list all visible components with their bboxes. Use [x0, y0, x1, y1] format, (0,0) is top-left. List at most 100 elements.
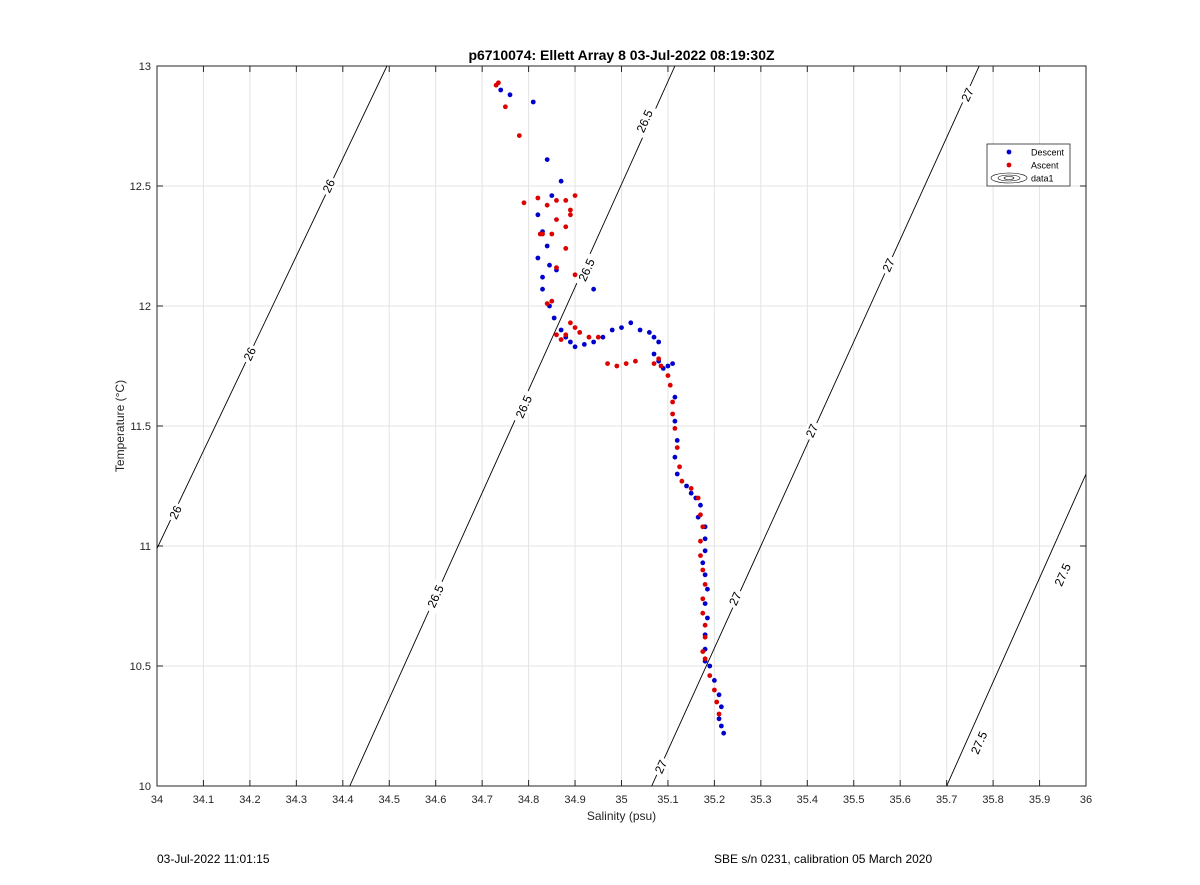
- contour-label: 26.5: [573, 252, 600, 288]
- descent-point: [698, 502, 703, 508]
- contour-label-bg: [422, 578, 449, 614]
- descent-point: [721, 730, 727, 736]
- contour-label-bg: [801, 419, 823, 442]
- descent-point: [651, 334, 657, 340]
- descent-point: [665, 363, 671, 369]
- ascent-point: [702, 634, 708, 640]
- ascent-point: [700, 610, 706, 616]
- descent-point: [702, 536, 708, 542]
- descent-point: [558, 178, 564, 184]
- ascent-point: [714, 699, 720, 705]
- descent-point: [688, 490, 694, 496]
- y-tick-label: 10.5: [130, 661, 151, 673]
- y-tick-label: 11: [140, 541, 151, 553]
- ascent-point: [568, 320, 573, 326]
- descent-point: [530, 99, 536, 105]
- ascent-point: [563, 198, 569, 203]
- ascent-point: [554, 265, 559, 270]
- descent-point: [544, 157, 550, 163]
- legend-marker-descent: [1006, 149, 1012, 155]
- descent-point: [540, 274, 545, 280]
- ascent-point: [572, 193, 578, 199]
- descent-point: [672, 454, 678, 460]
- descent-point: [670, 361, 675, 366]
- descent-point: [705, 615, 710, 621]
- y-axis-label: Temperature (°C): [113, 380, 127, 472]
- descent-point: [572, 344, 578, 350]
- contour-label-text: 26: [241, 345, 260, 363]
- descent-point: [609, 327, 615, 333]
- ascent-point: [544, 202, 550, 208]
- contour-label-bg: [1049, 557, 1076, 593]
- contour-label: 27: [957, 83, 978, 106]
- ascent-point: [605, 361, 610, 366]
- contour-label-bg: [165, 501, 186, 524]
- footer-date: 03-Jul-2022 11:01:15: [157, 852, 270, 866]
- descent-point: [507, 92, 513, 98]
- descent-point: [674, 471, 680, 477]
- ascent-point: [554, 198, 559, 203]
- contour-label-text: 27: [958, 86, 976, 104]
- contour-label-text: 27: [652, 758, 670, 776]
- density-contour: [157, 66, 388, 549]
- y-tick-label: 13: [139, 61, 151, 73]
- ascent-point: [702, 622, 708, 628]
- x-tick-label: 34.9: [564, 794, 585, 806]
- ascent-point: [614, 363, 620, 369]
- descent-point: [684, 483, 689, 489]
- descent-point: [540, 286, 545, 292]
- ascent-point: [563, 224, 569, 230]
- ascent-point: [563, 332, 569, 338]
- ascent-point: [568, 212, 573, 218]
- ascent-point: [623, 361, 629, 366]
- ascent-point: [679, 478, 685, 484]
- density-contour: [349, 66, 676, 786]
- descent-point: [700, 560, 706, 566]
- chart-title: p6710074: Ellett Array 8 03-Jul-2022 08:…: [468, 47, 775, 63]
- descent-point: [702, 548, 708, 554]
- ascent-point: [535, 195, 541, 201]
- contour-label: 26: [165, 501, 186, 524]
- contour-label: 26: [318, 174, 340, 198]
- descent-point: [547, 262, 552, 268]
- ascent-point: [707, 673, 713, 678]
- descent-point: [628, 320, 634, 326]
- descent-point: [558, 327, 564, 333]
- y-tick-label: 12: [139, 301, 151, 313]
- x-tick-label: 34.8: [518, 794, 539, 806]
- ascent-point: [670, 411, 675, 417]
- descent-point: [672, 394, 678, 400]
- contour-label-bg: [725, 587, 746, 610]
- ascent-point: [700, 596, 706, 602]
- legend-label-data1: data1: [1031, 174, 1054, 184]
- ascent-point: [572, 272, 578, 278]
- descent-point: [705, 586, 710, 592]
- ascent-point: [716, 711, 722, 717]
- x-tick-label: 34.3: [286, 794, 307, 806]
- ascent-point: [554, 332, 559, 338]
- descent-point: [581, 342, 587, 347]
- ascent-point: [563, 246, 569, 251]
- ascent-point: [656, 356, 662, 362]
- contour-label-bg: [966, 725, 993, 761]
- ascent-point: [672, 426, 678, 431]
- x-tick-label: 35: [615, 794, 627, 806]
- contour-label: 27.5: [1049, 557, 1076, 593]
- ascent-point: [667, 382, 673, 388]
- x-tick-label: 35.8: [982, 794, 1003, 806]
- x-tick-label: 34.1: [193, 794, 214, 806]
- x-tick-label: 34.7: [471, 794, 492, 806]
- contour-label-text: 26: [166, 503, 185, 521]
- contour-label: 26.5: [422, 578, 449, 614]
- legend-contour-icon-inner: [997, 174, 1021, 182]
- contour-label-bg: [650, 755, 672, 778]
- ascent-point: [700, 567, 706, 573]
- contour-label-bg: [318, 174, 340, 198]
- descent-point: [551, 315, 557, 321]
- ascent-point: [540, 231, 545, 237]
- legend-contour-icon-core: [1003, 176, 1015, 180]
- x-tick-label: 35.2: [704, 794, 725, 806]
- descent-point: [672, 418, 678, 424]
- ascent-point: [549, 298, 555, 304]
